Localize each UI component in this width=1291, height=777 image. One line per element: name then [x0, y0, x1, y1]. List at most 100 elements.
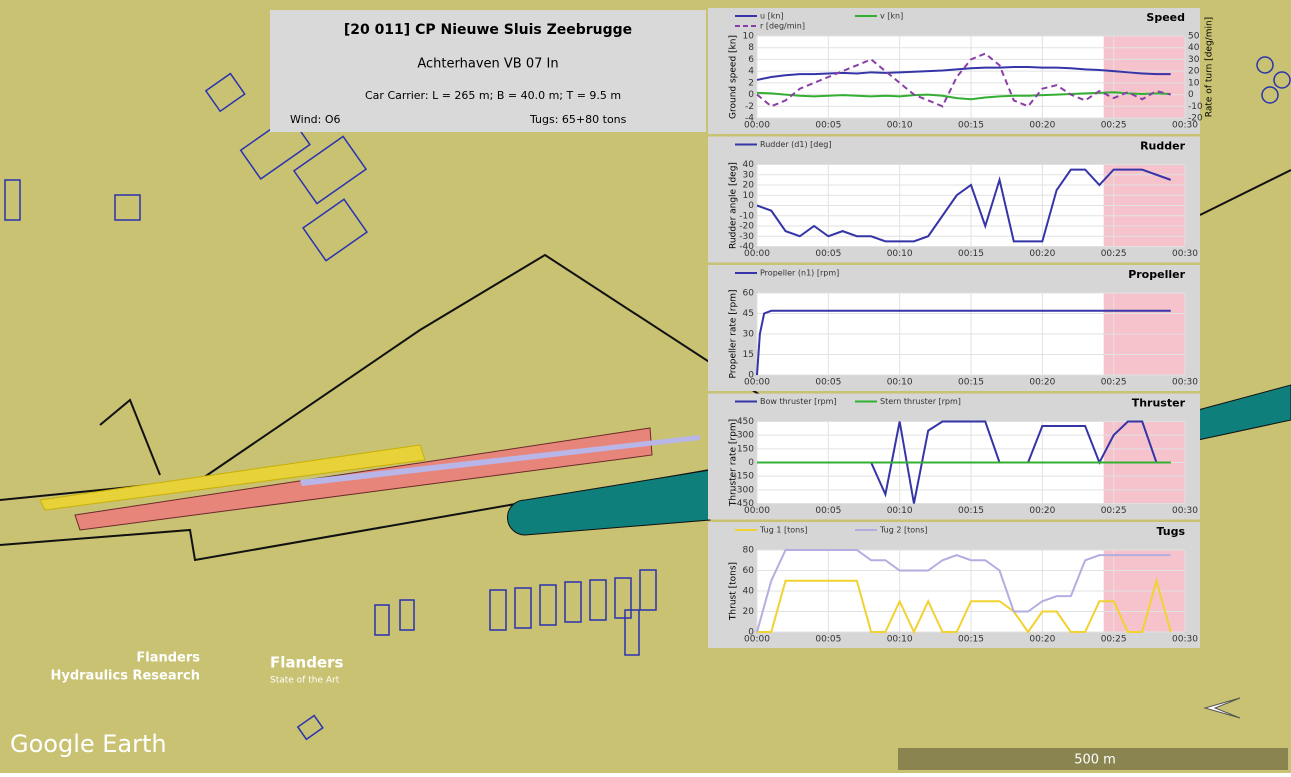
chart-title: Propeller: [1128, 268, 1185, 281]
x-tick-label: 00:20: [1029, 506, 1055, 516]
series-line: [756, 168, 1172, 243]
y-tick-label: -4: [745, 114, 754, 124]
y-tick-label: 40: [743, 587, 755, 597]
x-tick-label: 00:00: [744, 121, 770, 131]
y-tick-label: 30: [743, 330, 755, 340]
y-tick-label: 0: [748, 201, 754, 211]
y2-tick-label: 50: [1188, 32, 1200, 42]
y2-axis-label: Rate of turn [deg/min]: [1205, 17, 1215, 117]
quay-line: [0, 469, 711, 562]
x-tick-label: 00:15: [958, 378, 984, 388]
y-tick-label: -30: [739, 232, 754, 242]
x-tick-label: 00:15: [958, 121, 984, 131]
shaded-span: [1103, 36, 1185, 118]
x-tick-label: 00:10: [887, 121, 913, 131]
y-tick-label: 60: [743, 566, 755, 576]
y-tick-label: 20: [743, 607, 755, 617]
info-ship: Car Carrier: L = 265 m; B = 40.0 m; T = …: [365, 89, 621, 102]
x-tick-label: 00:20: [1029, 249, 1055, 259]
x-tick-label: 00:15: [958, 635, 984, 645]
logo-text: Flanders: [136, 651, 200, 666]
y-tick-label: -450: [734, 499, 755, 509]
y2-tick-label: -20: [1188, 114, 1203, 124]
x-tick-label: 00:30: [1172, 378, 1198, 388]
x-tick-label: 00:20: [1029, 635, 1055, 645]
legend-label: Stern thruster [rpm]: [880, 397, 961, 406]
x-tick-label: 00:30: [1172, 635, 1198, 645]
y-tick-label: 0: [748, 628, 754, 638]
y-tick-label: 0: [748, 371, 754, 381]
info-box: [270, 10, 706, 132]
legend-label: v [kn]: [880, 12, 903, 21]
x-tick-label: 00:00: [744, 249, 770, 259]
series-line: [757, 577, 1172, 635]
x-tick-label: 00:05: [815, 635, 841, 645]
x-tick-label: 00:30: [1172, 249, 1198, 259]
chart-title: Thruster: [1132, 397, 1186, 410]
info-title: [20 011] CP Nieuwe Sluis Zeebrugge: [344, 22, 632, 38]
x-tick-label: 00:10: [887, 635, 913, 645]
y-tick-label: -10: [739, 211, 754, 221]
y-tick-label: 450: [737, 417, 754, 427]
y-axis-label: Thruster rate [rpm]: [729, 419, 739, 507]
y-axis-label: Propeller rate [rpm]: [729, 290, 739, 379]
logo-text: State of the Art: [270, 676, 340, 686]
x-tick-label: 00:25: [1101, 506, 1127, 516]
legend-label: Tug 2 [tons]: [879, 526, 928, 535]
x-tick-label: 00:20: [1029, 378, 1055, 388]
x-tick-label: 00:25: [1101, 121, 1127, 131]
y2-tick-label: 30: [1188, 55, 1200, 65]
y-tick-label: 4: [748, 67, 754, 77]
x-tick-label: 00:25: [1101, 249, 1127, 259]
brand: Google Earth: [10, 730, 167, 758]
y-tick-label: -40: [739, 242, 754, 252]
ship-track: [74, 427, 653, 531]
x-tick-label: 00:10: [887, 378, 913, 388]
x-tick-label: 00:10: [887, 249, 913, 259]
x-tick-label: 00:15: [958, 249, 984, 259]
info-tugs: Tugs: 65+80 tons: [529, 113, 627, 126]
chart-title: Speed: [1146, 11, 1185, 24]
series-line: [756, 309, 1171, 376]
y-tick-label: 150: [737, 444, 754, 454]
x-tick-label: 00:05: [815, 121, 841, 131]
y-tick-label: -2: [745, 102, 754, 112]
y2-tick-label: 40: [1188, 43, 1200, 53]
scale-bar: [898, 748, 1288, 770]
canal: [507, 469, 711, 536]
x-tick-label: 00:05: [815, 378, 841, 388]
y-tick-label: 0: [748, 90, 754, 100]
y-axis-label: Rudder angle [deg]: [729, 162, 739, 249]
x-tick-label: 00:10: [887, 506, 913, 516]
y-tick-label: -300: [734, 485, 755, 495]
y-tick-label: 10: [743, 191, 755, 201]
legend-label: Bow thruster [rpm]: [760, 397, 837, 406]
y-axis-label: Ground speed [kn]: [729, 35, 739, 119]
ship-path: [300, 435, 700, 486]
y-tick-label: 60: [743, 289, 755, 299]
y-tick-label: 8: [748, 43, 754, 53]
ship-track: [39, 444, 426, 511]
y-tick-label: -20: [739, 222, 754, 232]
legend-label: Rudder (d1) [deg]: [760, 140, 831, 149]
legend-label: u [kn]: [760, 12, 784, 21]
x-tick-label: 00:00: [744, 378, 770, 388]
chart-title: Rudder: [1140, 140, 1186, 153]
buildings: [4, 56, 1291, 741]
quay-line: [99, 398, 161, 476]
x-tick-label: 00:30: [1172, 506, 1198, 516]
y-tick-label: 40: [743, 160, 755, 170]
y2-tick-label: 20: [1188, 67, 1200, 77]
info-wind: Wind: O6: [290, 113, 341, 126]
legend-label: Tug 1 [tons]: [759, 526, 808, 535]
logo-text: Flanders: [270, 654, 343, 672]
x-tick-label: 00:25: [1101, 635, 1127, 645]
y-tick-label: 30: [743, 170, 755, 180]
y-tick-label: 15: [743, 350, 754, 360]
y-tick-label: 0: [748, 458, 754, 468]
north-arrow: [1203, 697, 1241, 719]
y-axis-label: Thrust [tons]: [729, 562, 739, 621]
series-line: [756, 549, 1171, 633]
x-tick-label: 00:30: [1172, 121, 1198, 131]
